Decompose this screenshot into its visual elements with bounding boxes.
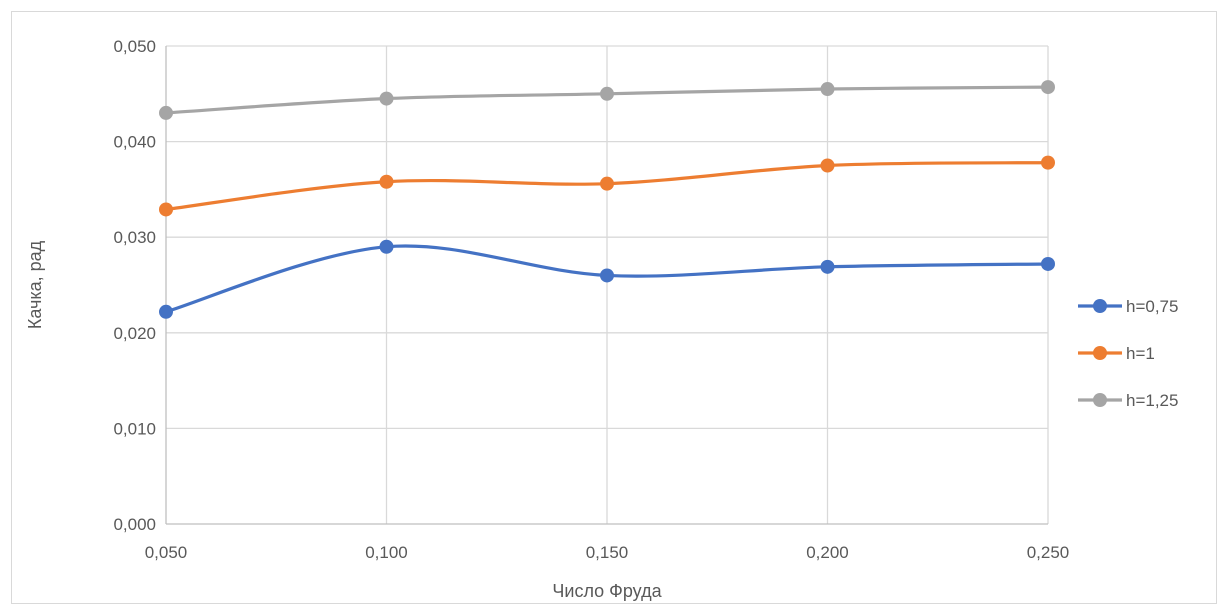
legend-marker bbox=[1093, 299, 1107, 313]
data-point bbox=[1041, 155, 1055, 170]
data-point bbox=[820, 82, 835, 97]
axes bbox=[165, 46, 1048, 525]
grid-lines bbox=[166, 45, 1049, 524]
x-tick-label: 0,100 bbox=[365, 543, 408, 562]
data-point bbox=[159, 304, 173, 319]
x-tick-label: 0,200 bbox=[806, 543, 849, 562]
data-point bbox=[379, 174, 394, 189]
data-point bbox=[379, 91, 394, 106]
legend-entry: h=1 bbox=[1078, 344, 1155, 363]
y-tick-labels: 0,000 0,010 0,020 0,030 0,040 0,050 bbox=[113, 37, 156, 534]
data-point bbox=[600, 176, 614, 191]
legend-label: h=1,25 bbox=[1126, 391, 1178, 410]
x-tick-label: 0,050 bbox=[145, 543, 188, 562]
legend-marker bbox=[1093, 393, 1107, 407]
x-tick-label: 0,150 bbox=[586, 543, 629, 562]
x-axis-title: Число Фруда bbox=[552, 581, 662, 601]
legend-entry: h=0,75 bbox=[1078, 297, 1178, 316]
y-tick-label: 0,040 bbox=[113, 133, 156, 152]
data-point bbox=[600, 86, 614, 101]
legend-entry: h=1,25 bbox=[1078, 391, 1178, 410]
legend-label: h=1 bbox=[1126, 344, 1155, 363]
y-tick-label: 0,000 bbox=[113, 515, 156, 534]
y-tick-label: 0,010 bbox=[113, 419, 156, 438]
data-point bbox=[159, 202, 173, 217]
data-point bbox=[820, 259, 835, 274]
data-point bbox=[820, 158, 835, 173]
y-tick-label: 0,020 bbox=[113, 324, 156, 343]
x-tick-label: 0,250 bbox=[1027, 543, 1070, 562]
data-points bbox=[159, 80, 1055, 319]
legend-marker bbox=[1093, 346, 1107, 360]
x-tick-labels: 0,050 0,100 0,150 0,200 0,250 bbox=[145, 543, 1070, 562]
data-point bbox=[379, 239, 394, 254]
legend-label: h=0,75 bbox=[1126, 297, 1178, 316]
y-tick-label: 0,050 bbox=[113, 37, 156, 56]
legend: h=0,75 h=1 h=1,25 bbox=[1078, 297, 1178, 410]
data-point bbox=[1041, 80, 1055, 95]
y-tick-label: 0,030 bbox=[113, 228, 156, 247]
data-point bbox=[600, 268, 614, 283]
data-point bbox=[1041, 256, 1055, 271]
y-axis-title: Качка, рад bbox=[25, 240, 45, 329]
data-point bbox=[159, 105, 173, 120]
